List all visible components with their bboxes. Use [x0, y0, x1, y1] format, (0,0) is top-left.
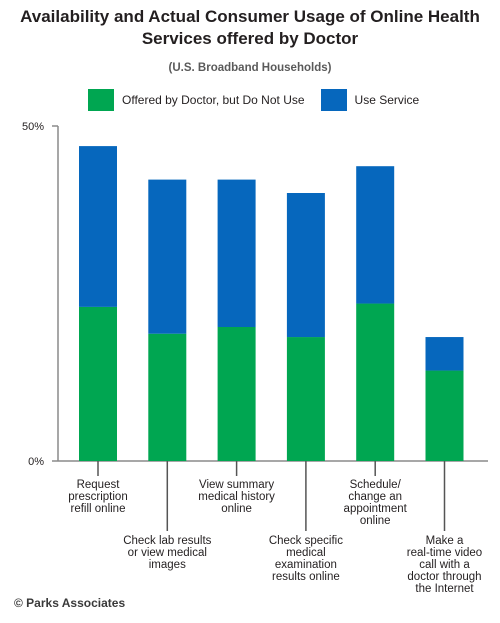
bar-segment-use	[425, 337, 464, 371]
category-label-line: medical history	[198, 491, 275, 503]
bar-segment-use	[356, 166, 395, 304]
y-tick-label: 0%	[28, 456, 44, 468]
category-label-line: online	[221, 503, 252, 515]
bar-segment-use	[217, 179, 256, 327]
category-label: Schedule/change an appointment online	[344, 479, 408, 527]
bar-segment-use	[286, 193, 325, 338]
category-label-line: results online	[272, 571, 340, 583]
bar-segment-offered	[425, 370, 464, 461]
category-label-line: appointment	[344, 503, 408, 515]
chart-title-line-2: Services offered by Doctor	[141, 29, 359, 48]
chart-subtitle: (U.S. Broadband Households)	[168, 62, 332, 74]
bar-segment-use	[148, 179, 187, 334]
category-label-line: change an	[348, 491, 402, 503]
category-label-line: examination	[275, 559, 337, 571]
category-label-line: real-time video	[407, 547, 482, 559]
bar-segment-offered	[286, 337, 325, 461]
legend-item-offered: Offered by Doctor, but Do Not Use	[88, 89, 305, 111]
legend-item-use: Use Service	[320, 89, 420, 111]
category-label-line: images	[149, 559, 186, 571]
category-label-line: Check lab results	[123, 535, 211, 547]
category-label-line: medical	[286, 547, 326, 559]
legend-label-offered: Offered by Doctor, but Do Not Use	[122, 93, 305, 107]
category-label-line: Make a	[426, 535, 464, 547]
category-label-line: View summary	[199, 479, 274, 491]
legend-label-use: Use Service	[354, 93, 420, 107]
chart-title: Availability and Actual Consumer Usage o…	[0, 6, 500, 50]
category-label-line: Check specific	[269, 535, 343, 547]
copyright-footer: © Parks Associates	[14, 596, 126, 610]
category-label-line: Schedule/	[350, 479, 402, 491]
category-label-line: Request	[77, 479, 121, 491]
bar-segment-offered	[79, 306, 117, 461]
category-label: Check specific medical examination results …	[269, 535, 343, 583]
category-label-line: call with a	[419, 559, 470, 571]
category-label: View summary medical history online	[198, 479, 275, 515]
category-label: Check lab results or view medical images	[123, 535, 211, 571]
legend-swatch-offered	[88, 89, 114, 111]
bar-segment-offered	[217, 327, 256, 461]
category-label: Make a real-time video call with a doctor t…	[407, 535, 482, 595]
category-label: Request prescription refill online	[68, 479, 127, 515]
category-label-line: prescription	[68, 491, 127, 503]
chart-legend: Offered by Doctor, but Do Not Use Use Se…	[88, 86, 435, 114]
category-label-line: or view medical	[128, 547, 207, 559]
category-label-line: refill online	[71, 503, 126, 515]
bar-segment-offered	[356, 303, 395, 461]
bar-segment-use	[79, 146, 117, 307]
category-label-line: online	[360, 515, 391, 527]
category-label-line: doctor through	[407, 571, 481, 583]
y-tick-label: 50%	[22, 121, 44, 133]
bar-segment-offered	[148, 333, 187, 461]
legend-swatch-use	[320, 89, 347, 111]
category-label-line: the Internet	[415, 583, 474, 595]
chart-title-line-1: Availability and Actual Consumer Usage o…	[20, 7, 480, 26]
